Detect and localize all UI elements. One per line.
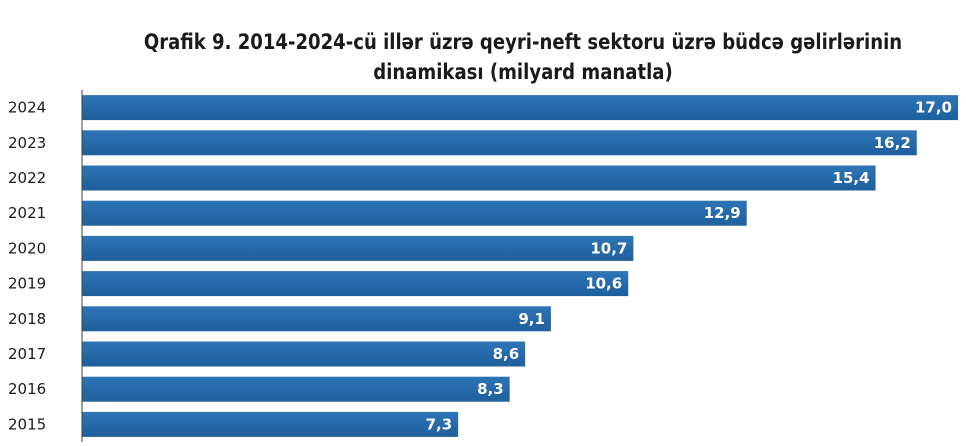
bar [82,200,747,226]
bar [82,235,634,261]
bar [82,130,917,156]
data-label: 17,0 [915,99,952,117]
data-label: 8,3 [477,380,504,398]
bar [82,95,958,121]
chart-title: Qrafik 9. 2014-2024-cü illər üzrə qeyri-… [142,28,904,88]
data-label: 12,9 [704,204,741,222]
y-tick-label: 2017 [8,345,46,363]
chart-title-line-2: dinamikası (milyard manatla) [373,59,673,84]
data-label: 10,6 [585,275,622,293]
bar [82,411,459,437]
bar [82,271,629,297]
bar [82,376,510,402]
data-label: 9,1 [518,310,545,328]
y-tick-label: 2018 [8,310,46,328]
chart-title-line-1: Qrafik 9. 2014-2024-cü illər üzrə qeyri-… [143,30,903,54]
y-tick-label: 2015 [8,415,46,433]
y-tick-label: 2016 [8,380,46,398]
bar [82,306,551,332]
y-tick-label: 2020 [8,239,46,257]
bar [82,165,876,191]
y-tick-label: 2023 [8,134,46,152]
bar [82,341,526,367]
y-tick-label: 2022 [8,169,46,187]
data-label: 7,3 [426,415,453,433]
data-label: 15,4 [833,169,870,187]
y-tick-label: 2021 [8,204,46,222]
data-label: 16,2 [874,134,911,152]
data-label: 10,7 [590,239,627,257]
y-tick-label: 2019 [8,275,46,293]
data-label: 8,6 [493,345,520,363]
y-tick-label: 2024 [8,99,46,117]
